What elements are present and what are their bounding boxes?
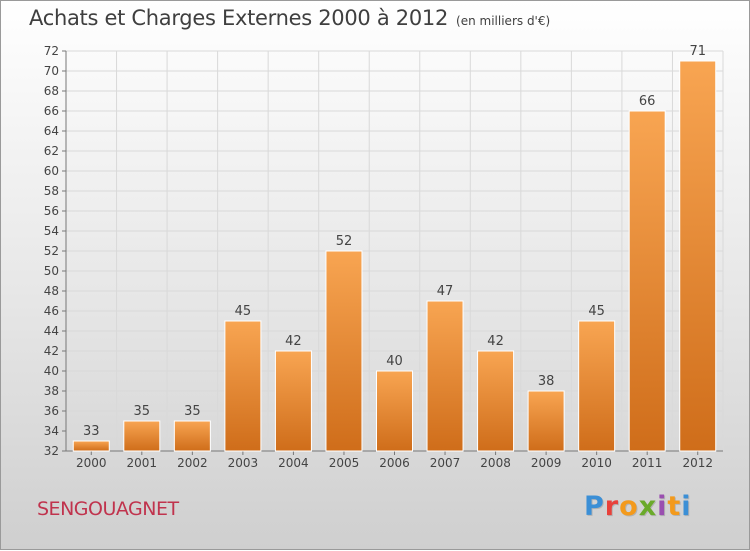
x-tick-label: 2008 (480, 456, 511, 470)
y-tick-label: 52 (44, 244, 59, 258)
bar-value-label: 35 (184, 404, 201, 419)
logo-letter: o (619, 491, 639, 522)
y-tick-label: 66 (44, 104, 59, 118)
bar (325, 250, 363, 452)
y-tick-label: 70 (44, 64, 59, 78)
y-tick-label: 32 (44, 444, 59, 458)
bar-value-label: 47 (437, 284, 454, 299)
bar (72, 440, 110, 452)
bar (123, 420, 161, 452)
y-tick-label: 38 (44, 384, 59, 398)
y-tick-label: 36 (44, 404, 59, 418)
y-tick-label: 64 (44, 124, 59, 138)
y-tick-label: 58 (44, 184, 59, 198)
logo-letter: i (681, 491, 692, 522)
bar-value-label: 45 (235, 304, 252, 319)
y-tick-label: 62 (44, 144, 59, 158)
y-tick-label: 72 (44, 44, 59, 58)
proxiti-logo: Proxiti (584, 491, 692, 522)
y-tick-label: 54 (44, 224, 59, 238)
y-tick-label: 60 (44, 164, 59, 178)
y-tick-label: 44 (44, 324, 59, 338)
y-tick-label: 40 (44, 364, 59, 378)
axes: 32 34 36 38 40 42 44 46 48 50 52 54 56 58 60 62 64 66 68 70… (44, 44, 723, 470)
bar (376, 370, 413, 452)
bar-value-label: 42 (487, 334, 504, 349)
y-tick-label: 34 (44, 424, 59, 438)
data-labels: 33 35 35 45 42 52 40 47 42 38 45 66 71 (83, 44, 706, 439)
logo-letter: r (604, 491, 620, 522)
bar (628, 110, 666, 452)
x-tick-label: 2005 (329, 456, 360, 470)
bar (578, 320, 616, 452)
bars (72, 60, 717, 452)
title-text: Achats et Charges Externes 2000 à 2012 (29, 6, 449, 30)
logo-letter: x (638, 491, 658, 522)
city-name: SENGOUAGNET (37, 498, 179, 520)
x-tick-label: 2003 (228, 456, 259, 470)
bar-value-label: 45 (588, 304, 605, 319)
x-tick-label: 2004 (278, 456, 309, 470)
bar-value-label: 42 (285, 334, 302, 349)
bar (173, 420, 211, 452)
x-tick-label: 2002 (177, 456, 208, 470)
y-tick-label: 48 (44, 284, 59, 298)
bar (527, 390, 565, 452)
bar (274, 350, 312, 452)
bar-value-label: 71 (689, 44, 706, 59)
y-tick-label: 56 (44, 204, 59, 218)
bar-value-label: 33 (83, 424, 100, 439)
bar-value-label: 35 (134, 404, 151, 419)
bar-value-label: 40 (386, 354, 403, 369)
y-tick-label: 42 (44, 344, 59, 358)
x-tick-label: 2012 (682, 456, 713, 470)
y-tick-label: 68 (44, 84, 59, 98)
bar-value-label: 52 (336, 234, 353, 249)
logo-letter: i (657, 491, 668, 522)
x-tick-label: 2007 (430, 456, 461, 470)
bar (679, 60, 717, 452)
logo-letter: t (667, 491, 682, 522)
y-tick-label: 46 (44, 304, 59, 318)
chart-title: Achats et Charges Externes 2000 à 2012 (e… (29, 6, 550, 30)
y-tick-label: 50 (44, 264, 59, 278)
x-tick-label: 2000 (76, 456, 107, 470)
bar-value-label: 66 (639, 94, 656, 109)
x-tick-label: 2010 (581, 456, 612, 470)
bar (477, 350, 515, 452)
unit-label: (en milliers d'€) (456, 14, 551, 28)
bar-value-label: 38 (538, 374, 555, 389)
bar (426, 300, 464, 452)
x-tick-label: 2006 (379, 456, 410, 470)
bar (224, 320, 262, 452)
x-tick-label: 2001 (127, 456, 158, 470)
logo-letter: P (584, 491, 605, 522)
x-tick-label: 2009 (531, 456, 562, 470)
x-tick-label: 2011 (632, 456, 663, 470)
